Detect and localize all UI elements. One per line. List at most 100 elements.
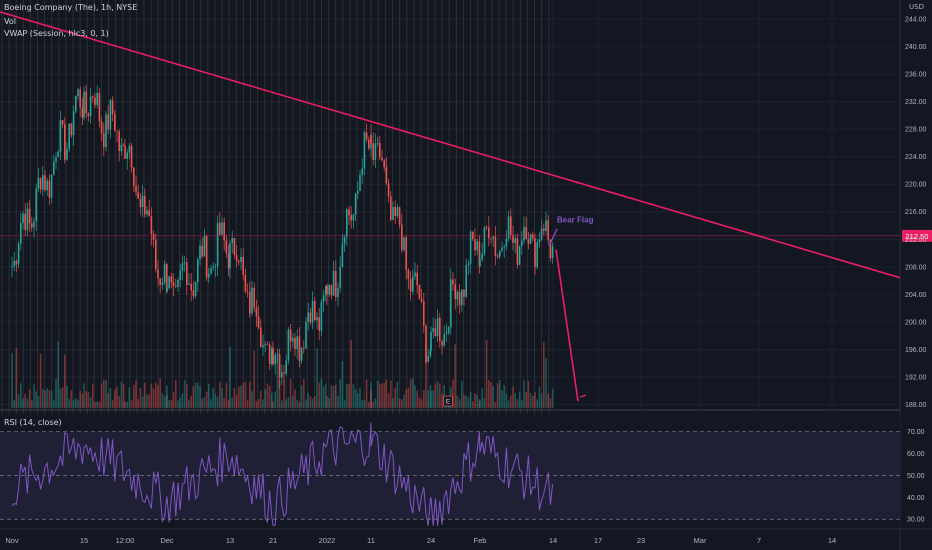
- volume-bar: [183, 380, 186, 408]
- candle-body: [227, 253, 230, 269]
- symbol-title[interactable]: Boeing Company (The), 1h, NYSE: [4, 3, 138, 12]
- volume-bar: [501, 390, 503, 408]
- rsi-indicator-label[interactable]: RSI (14, close): [4, 418, 62, 427]
- candle-body: [98, 93, 101, 122]
- volume-bar: [538, 387, 541, 408]
- volume-bar: [285, 399, 287, 408]
- volume-bar: [157, 385, 159, 408]
- candle-body: [50, 174, 53, 198]
- volume-bar: [137, 398, 139, 408]
- candle-body: [219, 222, 221, 235]
- candle-body: [139, 198, 142, 208]
- candle-body: [326, 285, 328, 295]
- price-tick-label: 228.00: [905, 127, 927, 134]
- volume-bar: [33, 383, 35, 408]
- volume-bar: [534, 392, 536, 408]
- volume-bar: [289, 378, 292, 408]
- candle-body: [28, 208, 31, 224]
- candle-body: [305, 321, 307, 349]
- volume-bar: [436, 380, 439, 408]
- volume-bar: [357, 393, 359, 408]
- candle-body: [124, 145, 126, 159]
- candle-body: [503, 246, 505, 248]
- volume-indicator-label[interactable]: Vol: [4, 17, 16, 26]
- candle-body: [357, 190, 359, 194]
- volume-bar: [370, 390, 372, 408]
- candle-body: [549, 239, 552, 259]
- candle-body: [122, 144, 125, 146]
- candle-body: [177, 280, 179, 287]
- candle-body: [20, 222, 22, 244]
- candle-body: [361, 168, 363, 175]
- volume-bar: [523, 379, 525, 408]
- vwap-indicator-label[interactable]: VWAP (Session, hlc3, 0, 1): [4, 29, 109, 38]
- volume-bar: [181, 393, 184, 408]
- volume-bar: [203, 397, 206, 408]
- drawings[interactable]: Bear Flag E: [0, 11, 901, 407]
- volume-bar: [499, 380, 501, 408]
- candle-body: [188, 283, 190, 285]
- volume-bar: [305, 399, 307, 408]
- volume-bar: [547, 393, 549, 408]
- candle-body: [155, 239, 157, 270]
- volume-bar: [22, 398, 24, 408]
- volume-bar: [257, 399, 260, 408]
- volume-bar: [276, 355, 279, 408]
- candle-body: [83, 91, 85, 118]
- candle-body: [523, 226, 525, 241]
- candle-body: [337, 288, 339, 298]
- volume-bar: [31, 399, 33, 408]
- time-tick-label: 14: [549, 536, 557, 545]
- candle-body: [61, 120, 64, 125]
- candle-body: [53, 161, 55, 175]
- candle-body: [430, 331, 432, 351]
- volume-bar: [298, 401, 301, 408]
- candle-body: [85, 91, 87, 114]
- candle-body: [332, 270, 335, 296]
- volume-bar: [483, 398, 486, 408]
- volume-bar: [50, 390, 53, 408]
- candle-body: [441, 340, 443, 346]
- volume-bar: [116, 387, 118, 408]
- candle-body: [496, 255, 499, 257]
- volume-bar: [172, 392, 175, 408]
- candle-body: [540, 228, 543, 240]
- rsi-tick-label: 60.00: [907, 451, 925, 458]
- volume-bar: [339, 379, 341, 408]
- price-tick-label: 220.00: [905, 182, 927, 189]
- volume-bar: [412, 378, 414, 408]
- volume-bar: [264, 388, 266, 408]
- candle-body: [387, 183, 390, 197]
- volume-bar: [527, 380, 530, 408]
- volume-bar: [205, 391, 208, 408]
- volume-bar: [405, 389, 407, 408]
- volume-bar: [159, 378, 161, 408]
- volume-bar: [456, 395, 459, 408]
- volume-bar: [551, 388, 554, 408]
- candle-body: [414, 272, 416, 277]
- volume-bar: [20, 383, 22, 408]
- volume-bar: [390, 380, 392, 408]
- volume-bar: [429, 384, 432, 408]
- candle-body: [183, 262, 186, 264]
- volume-bar: [227, 399, 230, 408]
- price-tick-label: 224.00: [905, 154, 927, 161]
- volume-bars: [11, 339, 554, 408]
- volume-bar: [197, 382, 199, 408]
- volume-bar: [212, 387, 214, 408]
- candle-body: [516, 238, 519, 265]
- candle-body: [96, 93, 98, 105]
- volume-bar: [292, 396, 294, 408]
- candle-body: [423, 301, 425, 326]
- volume-bar: [490, 382, 492, 408]
- time-tick-label: 15: [80, 536, 88, 545]
- volume-bar: [214, 393, 217, 408]
- candle-body: [42, 175, 44, 190]
- candle-body: [346, 209, 348, 238]
- volume-bar: [188, 399, 190, 408]
- volume-bar: [231, 397, 233, 408]
- volume-bar: [83, 383, 85, 408]
- candle-body: [392, 206, 394, 220]
- rsi-tick-label: 70.00: [907, 429, 925, 436]
